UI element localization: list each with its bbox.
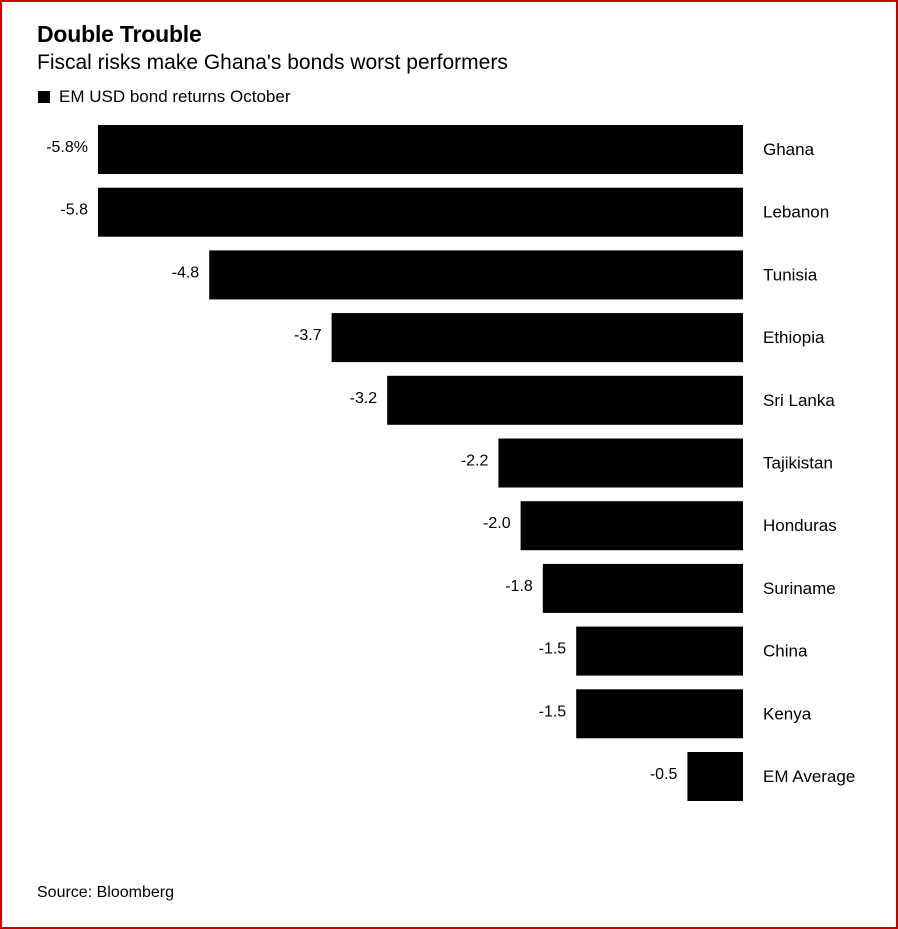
source-note: Source: Bloomberg [37, 884, 174, 901]
category-label: Honduras [763, 516, 837, 535]
category-label: EM Average [763, 767, 855, 786]
legend-label: EM USD bond returns October [59, 87, 291, 106]
legend: EM USD bond returns October [38, 87, 290, 107]
value-label: -1.8 [505, 578, 533, 595]
bar-ethiopia [331, 313, 743, 363]
bar-honduras [520, 501, 743, 551]
value-label: -3.2 [350, 390, 378, 407]
value-label: -5.8 [60, 202, 88, 219]
value-label: -1.5 [539, 703, 567, 720]
category-label: Suriname [763, 579, 836, 598]
value-label: -2.0 [483, 515, 511, 532]
bar-lebanon [98, 187, 743, 237]
bar-suriname [542, 563, 743, 613]
category-label: Ethiopia [763, 328, 825, 347]
category-label: Lebanon [763, 203, 829, 222]
value-label: -5.8% [46, 139, 88, 156]
bar-kenya [576, 689, 743, 739]
bar-ghana [98, 125, 743, 174]
bar-sri-lanka [387, 375, 743, 425]
bar-tunisia [209, 250, 743, 300]
category-label: Tunisia [763, 265, 818, 284]
value-label: -2.2 [461, 453, 489, 470]
value-label: -4.8 [172, 264, 200, 281]
value-label: -3.7 [294, 327, 322, 344]
category-label: Tajikistan [763, 454, 833, 473]
chart-subtitle: Fiscal risks make Ghana's bonds worst pe… [37, 51, 508, 74]
category-label: Sri Lanka [763, 391, 835, 410]
category-label: China [763, 642, 808, 661]
bar-china [576, 626, 743, 676]
chart-title: Double Trouble [37, 21, 202, 47]
category-label: Ghana [763, 140, 815, 159]
category-label: Kenya [763, 704, 812, 723]
value-label: -1.5 [539, 641, 567, 658]
value-label: -0.5 [650, 766, 678, 783]
legend-swatch [38, 91, 50, 103]
bar-tajikistan [498, 438, 743, 488]
bar-em-average [687, 752, 743, 801]
